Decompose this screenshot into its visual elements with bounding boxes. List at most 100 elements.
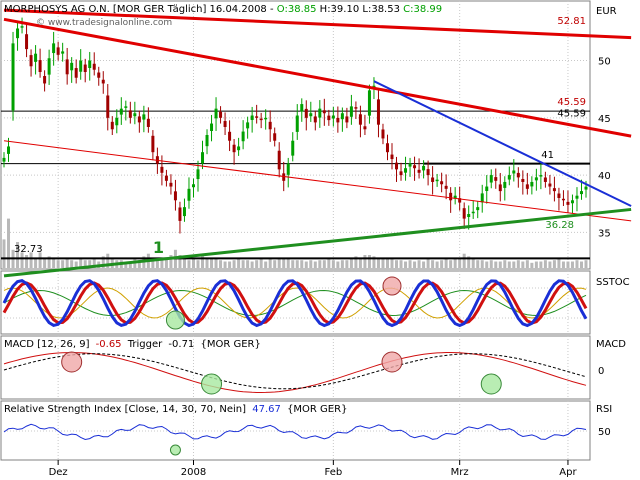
candle-body — [169, 182, 173, 187]
candle-body — [210, 123, 214, 131]
candle-body — [259, 118, 263, 121]
volume-bar — [300, 260, 304, 268]
volume-bar — [340, 260, 344, 268]
candle-body — [422, 165, 426, 171]
rsi-line — [3, 423, 587, 441]
volume-bar — [395, 260, 399, 268]
candle-body — [101, 79, 105, 84]
volume-bar — [61, 260, 65, 268]
candle-body — [7, 146, 11, 154]
candle-body — [52, 43, 56, 54]
candle-body — [25, 34, 29, 50]
candle-body — [318, 108, 322, 118]
candle-body — [570, 200, 574, 204]
volume-bar — [390, 257, 394, 268]
candle-body — [61, 51, 65, 54]
candle-body — [286, 163, 290, 175]
candle-body — [47, 58, 51, 75]
candle-body — [331, 115, 335, 119]
macd-signal-circle — [381, 351, 403, 373]
candle-body — [241, 131, 245, 142]
volume-bar — [219, 260, 223, 268]
candle-body — [255, 116, 259, 118]
volume-bar — [178, 255, 182, 268]
candle-body — [327, 115, 331, 121]
candle-body — [575, 195, 579, 199]
candle-body — [219, 111, 223, 118]
candle-body — [237, 146, 241, 151]
candle-body — [525, 184, 529, 189]
volume-bar — [385, 258, 389, 268]
candle-body — [557, 193, 561, 198]
volume-bar — [570, 261, 574, 268]
candle-body — [142, 114, 146, 120]
price-panel — [0, 0, 591, 270]
candle-body — [38, 60, 42, 73]
candle-body — [304, 108, 308, 118]
level-label-52-81: 52.81 — [557, 16, 586, 27]
candle-body — [444, 185, 448, 189]
volume-bar — [101, 256, 105, 268]
volume-bar — [530, 262, 534, 268]
candle-body — [566, 201, 570, 205]
candle-body — [363, 126, 367, 130]
candle-body — [282, 173, 286, 181]
candle-body — [300, 104, 304, 112]
x-tick-label-dez: Dez — [49, 467, 68, 478]
volume-bar — [453, 258, 457, 268]
stochastic-slow-line — [3, 289, 587, 317]
volume-bar — [196, 260, 200, 268]
trend-line-red — [3, 8, 632, 40]
candle-body — [561, 198, 565, 201]
volume-bar — [88, 260, 92, 268]
volume-bar — [268, 257, 272, 268]
volume-bar — [444, 257, 448, 268]
volume-bar — [164, 257, 168, 268]
volume-bar — [435, 261, 439, 268]
candle-body — [390, 154, 394, 160]
candle-body — [530, 181, 534, 187]
candle-body — [489, 175, 493, 183]
volume-bar — [201, 255, 205, 268]
candle-body — [512, 170, 516, 174]
candle-body — [146, 118, 150, 127]
candle-body — [74, 68, 78, 78]
volume-bar — [34, 257, 38, 268]
volume-bar — [16, 242, 20, 268]
candle-body — [65, 59, 69, 75]
candle-body — [214, 108, 218, 119]
candle-body — [83, 64, 87, 73]
volume-bar — [106, 253, 110, 268]
volume-bar — [552, 260, 556, 268]
candle-body — [539, 175, 543, 177]
volume-bar — [503, 260, 507, 268]
volume-bar — [259, 258, 263, 268]
candle-body — [399, 171, 403, 176]
volume-bar — [399, 260, 403, 268]
trend-line-blue — [373, 80, 632, 207]
candle-body — [413, 165, 417, 169]
x-tick-label-mrz: Mrz — [451, 467, 469, 478]
candle-body — [191, 184, 195, 188]
candle-body — [336, 117, 340, 123]
candle-body — [534, 177, 538, 181]
x-tick-label-feb: Feb — [324, 467, 342, 478]
candle-body — [521, 178, 525, 182]
volume-bar — [525, 260, 529, 268]
candle-body — [250, 115, 254, 120]
candle-body — [345, 116, 349, 123]
candle-body — [552, 188, 556, 192]
candle-body — [349, 106, 353, 117]
volume-bar — [507, 261, 511, 268]
candle-body — [395, 162, 399, 170]
volume-bar — [74, 261, 78, 268]
volume-bar — [291, 260, 295, 268]
volume-bar — [38, 252, 42, 268]
macd-line — [3, 351, 587, 393]
volume-bar — [255, 260, 259, 268]
candle-body — [20, 26, 24, 28]
candle-body — [11, 43, 15, 111]
candle-body — [268, 121, 272, 130]
candle-body — [223, 121, 227, 127]
candle-body — [408, 163, 412, 167]
